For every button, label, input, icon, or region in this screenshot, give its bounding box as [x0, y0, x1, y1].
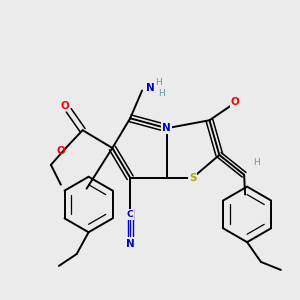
Text: H: H: [253, 158, 260, 167]
Text: O: O: [60, 101, 69, 111]
Text: N: N: [126, 239, 135, 249]
Text: N: N: [163, 123, 171, 133]
Text: C: C: [127, 210, 134, 219]
Text: H: H: [155, 78, 162, 87]
Text: N: N: [146, 82, 154, 93]
Text: O: O: [56, 146, 65, 156]
Text: S: S: [189, 173, 196, 183]
Text: H: H: [158, 89, 165, 98]
Text: O: O: [231, 98, 240, 107]
